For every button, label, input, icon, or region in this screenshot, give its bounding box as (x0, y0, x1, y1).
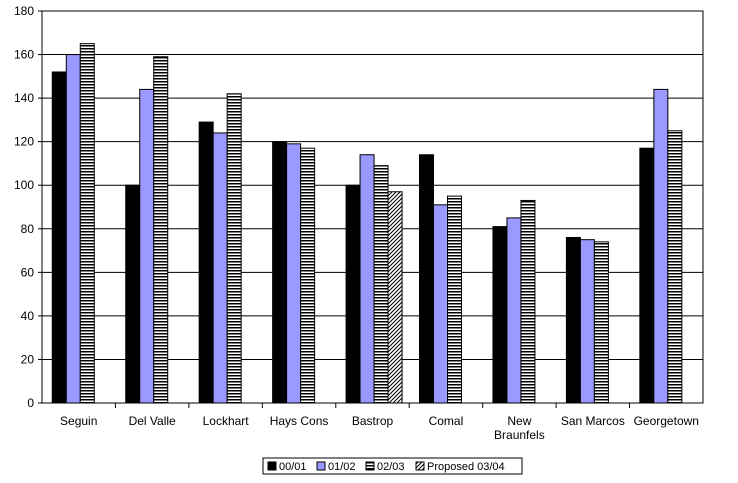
y-tick-label: 40 (21, 309, 35, 323)
bar-01-02 (65, 54, 81, 404)
legend-swatch (267, 461, 277, 471)
bar-00-01 (492, 226, 508, 404)
x-tick-labels: Seguin Del Valle Lockhart Hays Cons Bastrop C… (60, 414, 699, 442)
bar-02-03 (226, 93, 242, 404)
bar-00-01 (51, 71, 67, 404)
bar-00-01 (419, 154, 435, 404)
y-tick-label: 100 (14, 178, 34, 192)
bar-02-03 (520, 199, 536, 404)
bar-01-02 (433, 204, 449, 404)
y-tick-label: 60 (21, 265, 35, 279)
bar-02-03 (667, 130, 683, 404)
legend-label: 00/01 (279, 461, 307, 473)
y-tick-label: 20 (21, 352, 35, 366)
bar-02-03 (79, 43, 95, 404)
bar-00-01 (272, 141, 288, 404)
bar-01-02 (359, 154, 375, 404)
x-tick-label: Bastrop (352, 414, 394, 428)
y-tick-label: 140 (14, 91, 34, 105)
bar-00-01 (345, 184, 361, 404)
x-tick-label: Comal (429, 414, 464, 428)
bar-02-03 (447, 195, 463, 404)
bar-01-02 (212, 132, 228, 404)
x-tick-label: New (507, 414, 531, 428)
bar-00-01 (198, 121, 214, 404)
bar-00-01 (639, 147, 655, 404)
bar-02-03 (300, 147, 316, 404)
legend-box (262, 457, 523, 475)
x-tick-label: Del Valle (129, 414, 176, 428)
bar-02-03 (593, 241, 609, 404)
bar-01-02 (579, 239, 595, 404)
bar-01-02 (139, 88, 155, 404)
y-tick-label: 120 (14, 135, 34, 149)
bar-02-03 (153, 56, 169, 404)
bar-02-03 (373, 165, 389, 404)
legend-label: 01/02 (328, 461, 356, 473)
y-tick-label: 160 (14, 48, 34, 62)
y-tick-label: 0 (27, 396, 34, 410)
bar-01-02 (653, 88, 669, 404)
y-tick-labels: 0 20 40 60 80 100 120 140 160 180 (14, 4, 34, 410)
legend-swatch (415, 461, 425, 471)
x-tick-label: Braunfels (494, 428, 545, 442)
x-tick-label: Georgetown (634, 414, 699, 428)
x-tick-label: San Marcos (561, 414, 625, 428)
x-tick-label: Hays Cons (270, 414, 329, 428)
y-tick-label: 80 (21, 222, 35, 236)
y-tick-label: 180 (14, 4, 34, 18)
bar-01-02 (286, 143, 302, 404)
x-tick-label: Lockhart (203, 414, 250, 428)
bar-00-01 (565, 236, 581, 404)
legend: 00/01 01/02 02/03 Proposed 03/04 (262, 457, 523, 475)
x-tick-label: Seguin (60, 414, 97, 428)
bars (51, 43, 683, 404)
legend-label: Proposed 03/04 (427, 461, 505, 473)
bar-01-02 (506, 217, 522, 404)
legend-label: 02/03 (377, 461, 405, 473)
legend-swatch (365, 461, 375, 471)
bar-00-01 (125, 184, 141, 404)
bar-proposed-03-04 (387, 191, 403, 404)
legend-swatch (316, 461, 326, 471)
